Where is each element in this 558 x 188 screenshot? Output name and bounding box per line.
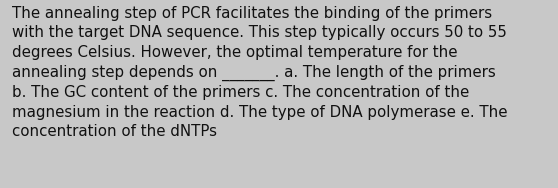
Text: The annealing step of PCR facilitates the binding of the primers
with the target: The annealing step of PCR facilitates th…	[12, 6, 508, 139]
